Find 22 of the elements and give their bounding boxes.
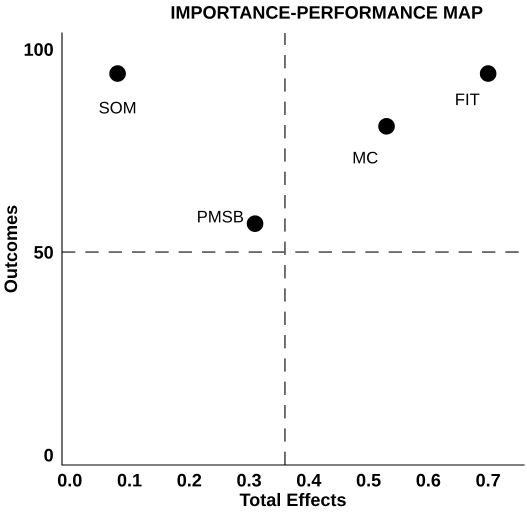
point xyxy=(378,118,395,135)
x-tick-label: 0.0 xyxy=(58,474,82,487)
x-axis-title: Total Effects xyxy=(240,492,346,506)
annotation: PMSB xyxy=(198,210,244,223)
y-tick-label: 0 xyxy=(44,448,53,462)
y-axis-title: Outcomes xyxy=(4,206,18,292)
x-tick-label: 0.2 xyxy=(177,474,202,487)
point xyxy=(109,65,126,82)
annotation: SOM xyxy=(99,102,136,114)
annotation: MC xyxy=(354,152,378,164)
x-tick-label: 0.7 xyxy=(476,474,500,487)
x-tick-label: 0.5 xyxy=(356,474,381,487)
chart-title: IMPORTANCE-PERFORMANCE MAP xyxy=(172,6,482,19)
annotation: FIT xyxy=(456,94,480,106)
x-tick-label: 0.4 xyxy=(297,474,322,487)
x-tick-label: 0.3 xyxy=(237,474,261,487)
x-tick-label: 0.1 xyxy=(118,474,142,487)
point xyxy=(480,65,496,82)
y-tick-label: 50 xyxy=(34,246,53,259)
x-tick-label: 0.6 xyxy=(416,474,440,487)
point xyxy=(246,215,264,232)
y-tick-label: 100 xyxy=(24,43,53,56)
